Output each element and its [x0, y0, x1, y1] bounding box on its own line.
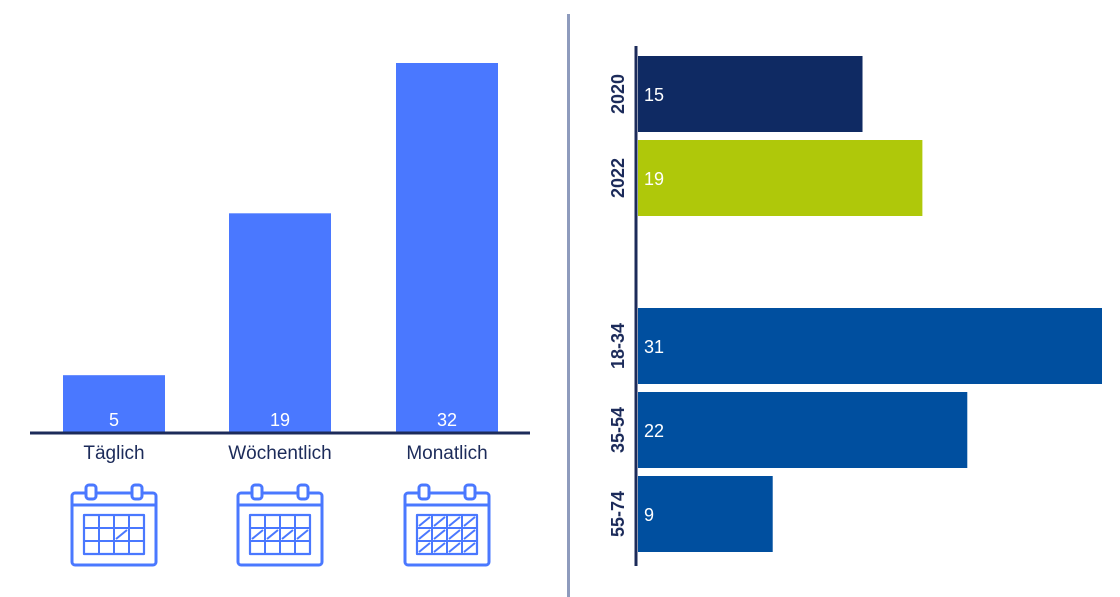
hbar-2020: [638, 56, 863, 132]
category-label-55-74: 55-74: [608, 491, 628, 537]
calendar-ring-left: [250, 483, 264, 501]
frequency-bar-chart: 5 Täglich 19 Wöchentlich 32 Monatlich: [30, 63, 530, 567]
calendar-ring-right: [130, 483, 144, 501]
calendar-hatch: [433, 542, 446, 553]
hbar-value-2022: 19: [644, 169, 664, 189]
calendar-frame: [70, 491, 158, 567]
bar-value-w-chentlich: 19: [270, 410, 290, 430]
category-label-18-34: 18-34: [608, 323, 628, 369]
hbar-value-18-34: 31: [644, 337, 664, 357]
calendar-hatch: [266, 529, 279, 540]
calendar-hatch: [418, 516, 431, 527]
hbar-35-54: [638, 392, 968, 468]
category-label-monatlich: Monatlich: [406, 443, 487, 464]
hbar-18-34: [638, 308, 1102, 384]
calendar-ring-right: [296, 483, 310, 501]
calendar-hatch: [463, 529, 476, 540]
category-label-t-glich: Täglich: [83, 443, 144, 464]
chart-divider: [567, 14, 570, 597]
bar-w-chentlich: [229, 213, 331, 433]
category-label-2022: 2022: [608, 158, 628, 198]
calendar-hatch: [463, 516, 476, 527]
calendar-hatch: [433, 516, 446, 527]
category-label-2020: 2020: [608, 74, 628, 114]
calendar-weekly-icon: [236, 483, 324, 567]
calendar-ring-right: [463, 483, 477, 501]
calendar-hatch: [463, 542, 476, 553]
hbar-value-35-54: 22: [644, 421, 664, 441]
calendar-monthly-icon: [403, 483, 491, 567]
hbar-2022: [638, 140, 923, 216]
calendar-hatch: [251, 529, 264, 540]
category-label-35-54: 35-54: [608, 407, 628, 453]
bar-monatlich: [396, 63, 498, 433]
calendar-hatch: [418, 529, 431, 540]
hbar-55-74: [638, 476, 773, 552]
calendar-hatch: [448, 542, 461, 553]
calendar-hatch: [448, 516, 461, 527]
calendar-frame: [403, 491, 491, 567]
calendar-hatch: [296, 529, 309, 540]
calendar-hatch: [281, 529, 294, 540]
calendar-ring-left: [417, 483, 431, 501]
category-label-w-chentlich: Wöchentlich: [228, 443, 332, 464]
calendar-hatch: [448, 529, 461, 540]
hbar-value-2020: 15: [644, 85, 664, 105]
hbar-value-55-74: 9: [644, 505, 654, 525]
horizontal-bar-chart: 15 2020 19 2022 31 18-34 22 35-54 9 55-74: [608, 46, 1102, 566]
calendar-hatch: [115, 529, 128, 540]
bar-value-t-glich: 5: [109, 410, 119, 430]
calendar-hatch: [418, 542, 431, 553]
calendar-daily-icon: [70, 483, 158, 567]
bar-value-monatlich: 32: [437, 410, 457, 430]
calendar-hatch: [433, 529, 446, 540]
calendar-frame: [236, 491, 324, 567]
bar-t-glich: [63, 375, 165, 433]
calendar-ring-left: [84, 483, 98, 501]
